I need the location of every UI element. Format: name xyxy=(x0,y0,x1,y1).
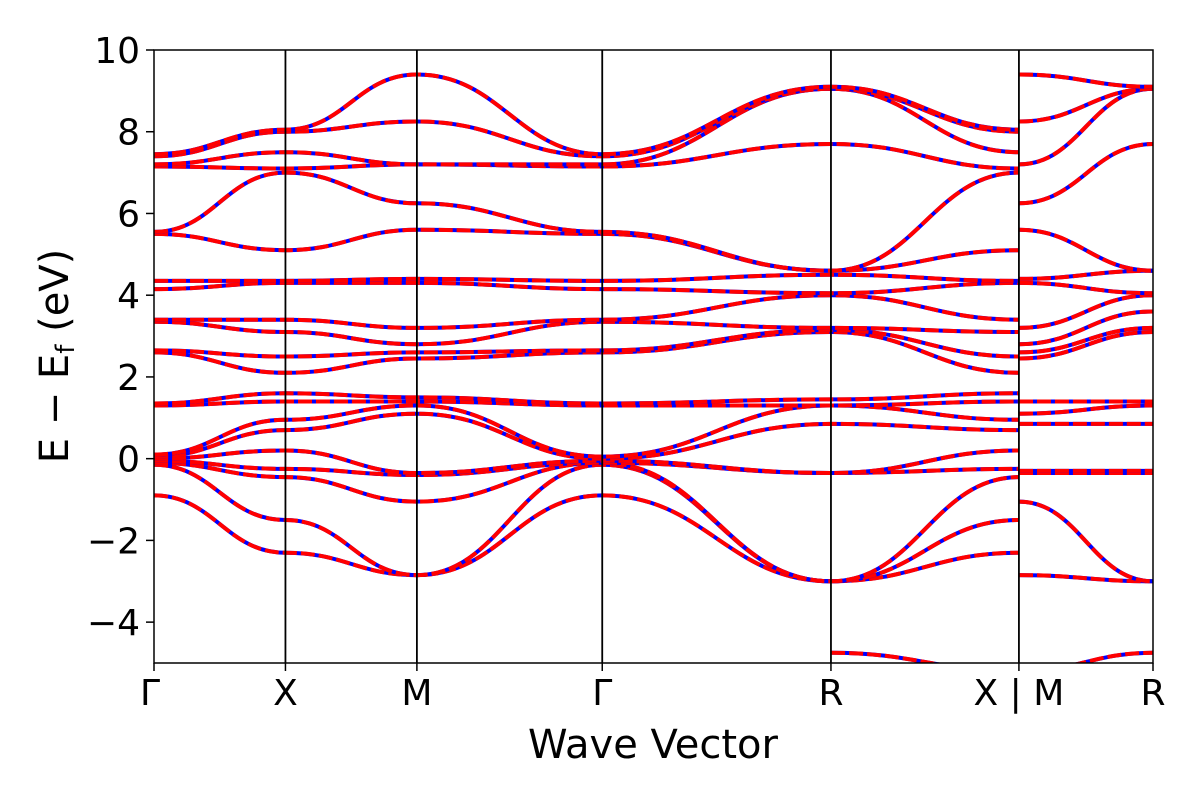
y-axis-title-main: E − E xyxy=(32,354,78,464)
band-line-red xyxy=(1018,86,1153,167)
y-axis-ticks: −4 −2 0 2 4 6 8 10 xyxy=(87,31,154,644)
y-tick-label: 6 xyxy=(117,194,140,235)
band-line-red xyxy=(1018,573,1153,584)
x-axis-title: Wave Vector xyxy=(528,722,779,768)
band-line-red xyxy=(1018,293,1153,330)
band-line-blue xyxy=(1018,227,1153,273)
band-line-red xyxy=(154,460,1019,584)
band-line-red xyxy=(1018,325,1153,355)
x-tick-label: R xyxy=(818,673,843,714)
band-line-red xyxy=(1018,72,1153,89)
band-line-red xyxy=(1018,330,1153,361)
y-tick-label: 2 xyxy=(117,358,140,399)
band-line-red xyxy=(1018,142,1153,206)
band-line-red xyxy=(154,72,1019,157)
band-line-red xyxy=(1073,650,1153,663)
x-tick-label: Γ xyxy=(140,673,160,714)
y-axis-title-unit: (eV) xyxy=(32,249,78,345)
band-line-red xyxy=(154,411,1019,461)
band-line-red xyxy=(1018,280,1153,296)
plot-frame xyxy=(153,49,1154,664)
x-tick-label: M xyxy=(401,673,432,714)
y-tick-label: 4 xyxy=(117,276,140,317)
band-line-red xyxy=(154,86,1019,159)
y-tick-label: 8 xyxy=(117,113,140,154)
band-line-red xyxy=(1018,499,1153,584)
x-tick-label: X | M xyxy=(974,673,1065,714)
band-line-blue xyxy=(1018,330,1153,361)
band-line-red xyxy=(154,170,1019,273)
band-line-red xyxy=(1018,403,1153,416)
band-line-red xyxy=(1018,268,1153,281)
kpoint-lines xyxy=(284,50,1020,663)
y-tick-label: 10 xyxy=(94,31,140,72)
band-line-red xyxy=(830,650,943,663)
band-line-red xyxy=(1018,86,1153,124)
y-tick-label: 0 xyxy=(117,440,140,481)
x-axis-ticks: Γ X M Γ R X | M R xyxy=(140,663,1166,714)
y-axis-title: E − Ef (eV) xyxy=(32,249,81,464)
band-line-blue xyxy=(154,170,1019,273)
y-axis-title-sub: f xyxy=(51,344,81,354)
band-line-red xyxy=(1018,227,1153,273)
bands-layer xyxy=(154,72,1153,663)
y-tick-label: −2 xyxy=(87,521,140,562)
band-line-blue xyxy=(154,72,1019,157)
x-tick-label: X xyxy=(273,673,298,714)
band-line-red xyxy=(1018,309,1153,347)
x-tick-label: Γ xyxy=(592,673,612,714)
y-tick-label: −4 xyxy=(87,603,140,644)
x-tick-label: R xyxy=(1140,673,1165,714)
